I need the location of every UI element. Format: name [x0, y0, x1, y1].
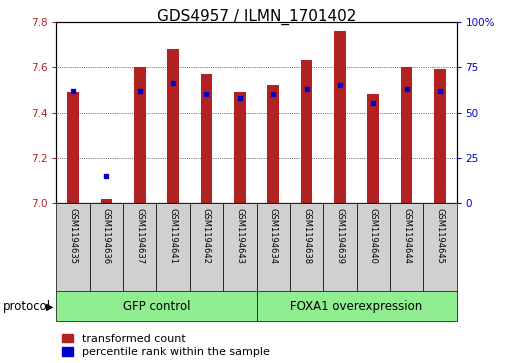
Legend: transformed count, percentile rank within the sample: transformed count, percentile rank withi… [62, 334, 270, 358]
Text: GSM1194636: GSM1194636 [102, 208, 111, 264]
Bar [334, 31, 346, 203]
Bar [367, 94, 379, 203]
Text: GSM1194637: GSM1194637 [135, 208, 144, 264]
FancyBboxPatch shape [223, 203, 256, 292]
Bar [234, 92, 246, 203]
Text: GDS4957 / ILMN_1701402: GDS4957 / ILMN_1701402 [157, 9, 356, 25]
Bar [267, 85, 279, 203]
Text: GSM1194639: GSM1194639 [336, 208, 344, 264]
FancyBboxPatch shape [156, 203, 190, 292]
Text: GSM1194638: GSM1194638 [302, 208, 311, 264]
FancyBboxPatch shape [256, 203, 290, 292]
Text: GSM1194640: GSM1194640 [369, 208, 378, 264]
Bar [301, 60, 312, 203]
FancyBboxPatch shape [290, 203, 323, 292]
FancyBboxPatch shape [323, 203, 357, 292]
Bar [201, 74, 212, 203]
Bar [434, 69, 446, 203]
FancyBboxPatch shape [56, 291, 256, 321]
FancyBboxPatch shape [256, 291, 457, 321]
Text: GSM1194641: GSM1194641 [169, 208, 177, 264]
Text: GSM1194645: GSM1194645 [436, 208, 444, 264]
Text: GSM1194643: GSM1194643 [235, 208, 244, 264]
FancyBboxPatch shape [190, 203, 223, 292]
Text: protocol: protocol [3, 300, 51, 313]
Bar [67, 92, 79, 203]
Text: FOXA1 overexpression: FOXA1 overexpression [290, 300, 423, 313]
Bar [134, 67, 146, 203]
FancyBboxPatch shape [390, 203, 423, 292]
Text: GSM1194644: GSM1194644 [402, 208, 411, 264]
Bar [101, 199, 112, 203]
FancyBboxPatch shape [90, 203, 123, 292]
Bar [401, 67, 412, 203]
FancyBboxPatch shape [423, 203, 457, 292]
FancyBboxPatch shape [56, 203, 90, 292]
FancyBboxPatch shape [357, 203, 390, 292]
Text: GSM1194642: GSM1194642 [202, 208, 211, 264]
Bar [167, 49, 179, 203]
Text: GFP control: GFP control [123, 300, 190, 313]
Text: GSM1194634: GSM1194634 [269, 208, 278, 264]
Text: ▶: ▶ [46, 301, 54, 311]
FancyBboxPatch shape [123, 203, 156, 292]
Text: GSM1194635: GSM1194635 [69, 208, 77, 264]
